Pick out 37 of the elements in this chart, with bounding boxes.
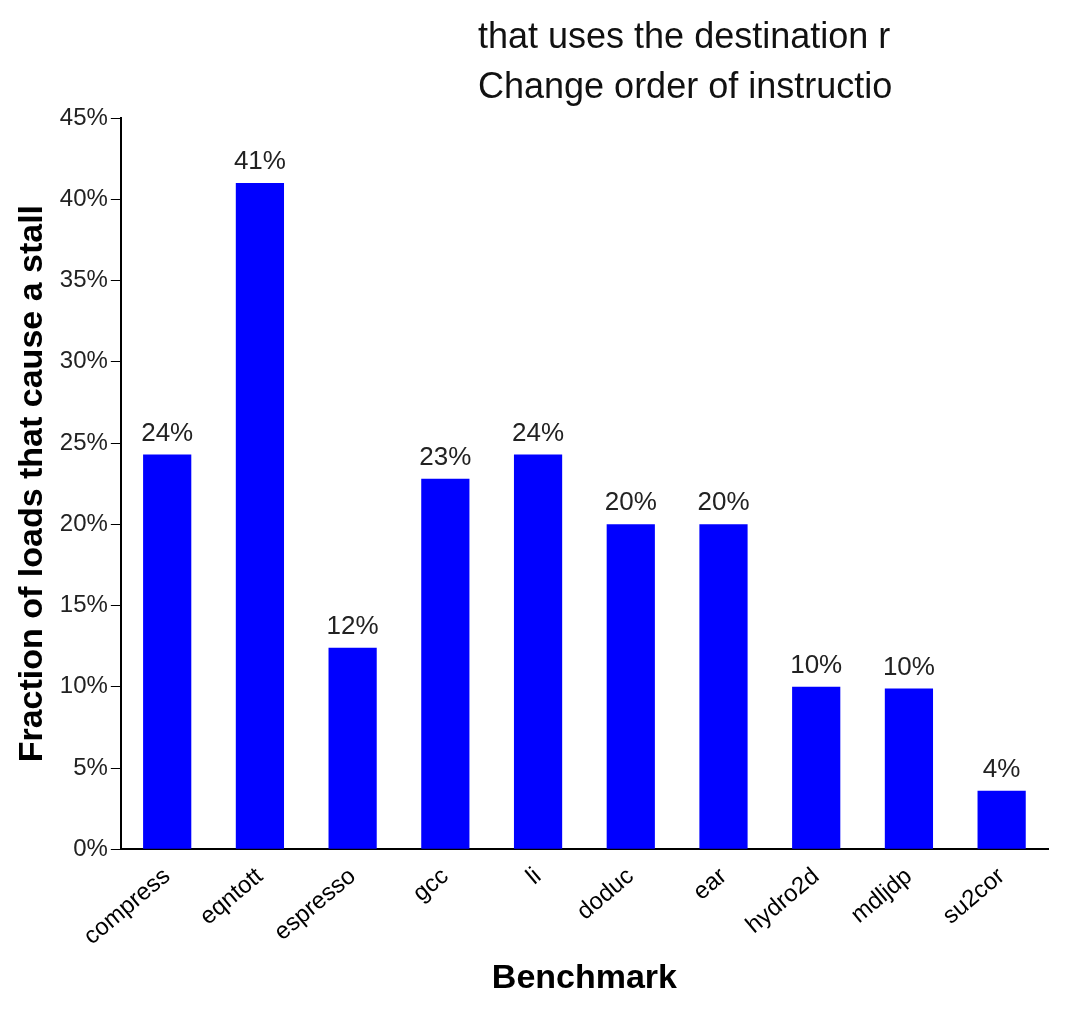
x-tick-label: ear	[687, 861, 731, 905]
y-tick-label: 5%	[73, 752, 108, 780]
x-tick-label: li	[520, 861, 546, 890]
bar	[235, 183, 285, 849]
bar	[513, 454, 563, 849]
bar	[884, 688, 934, 849]
data-label: 12%	[326, 609, 379, 640]
bar	[792, 686, 841, 849]
data-label: 23%	[419, 440, 472, 471]
x-tick-label: gcc	[406, 861, 453, 907]
bar	[699, 524, 748, 849]
data-label: 24%	[141, 416, 194, 447]
x-axis-title: Benchmark	[491, 956, 678, 995]
data-label: 20%	[697, 486, 750, 517]
y-axis-title: Fraction of loads that cause a stall	[10, 204, 49, 763]
text: Change order of instructio	[478, 64, 893, 106]
data-label: 41%	[233, 145, 286, 176]
bar	[606, 524, 655, 849]
data-label: 24%	[512, 416, 565, 447]
y-tick-label: 20%	[59, 508, 108, 536]
y-tick-label: 35%	[59, 265, 108, 293]
bar	[328, 647, 377, 849]
y-tick-label: 25%	[59, 427, 108, 455]
y-tick-label: 10%	[59, 671, 108, 699]
bar	[977, 790, 1026, 849]
y-tick-label: 40%	[59, 183, 108, 211]
bar	[143, 454, 192, 849]
y-tick-label: 0%	[73, 833, 108, 861]
y-tick-label: 15%	[59, 590, 108, 618]
bar	[421, 478, 470, 849]
y-tick-label: 45%	[59, 102, 108, 130]
data-label: 20%	[604, 486, 657, 517]
text: that uses the destination r	[478, 14, 891, 56]
y-tick-label: 30%	[59, 346, 108, 374]
data-label: 10%	[790, 648, 843, 679]
data-label: 10%	[882, 650, 935, 681]
data-label: 4%	[982, 752, 1021, 783]
